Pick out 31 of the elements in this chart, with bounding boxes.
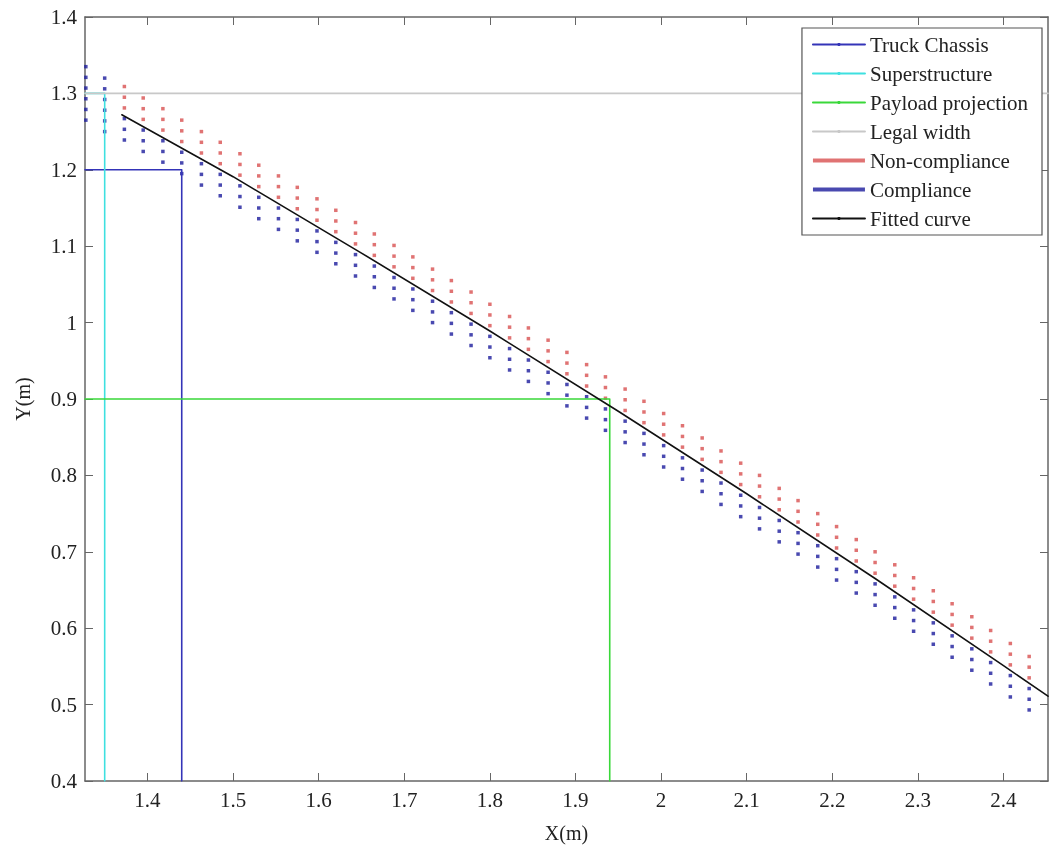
x-tick-label: 1.7	[391, 787, 418, 812]
y-tick-label: 0.9	[50, 387, 77, 411]
legend-label: Fitted curve	[869, 206, 971, 231]
x-tick-label: 1.6	[305, 787, 332, 812]
legend-label: Legal width	[869, 119, 972, 144]
x-tick-label: 1.8	[476, 787, 504, 812]
y-tick-label: 1.3	[50, 81, 77, 106]
y-tick-label: 0.6	[50, 616, 77, 641]
y-tick-label: 0.4	[50, 769, 78, 793]
y-tick-label: 1	[66, 310, 77, 335]
y-tick-label: 1.1	[50, 234, 77, 259]
x-tick-label: 2.1	[733, 787, 760, 812]
x-tick-label: 1.5	[219, 787, 247, 812]
legend-label: Compliance	[869, 177, 972, 202]
x-tick-label: 2.3	[904, 787, 932, 812]
x-tick-label: 2.2	[819, 787, 846, 812]
x-tick-label: 1.4	[134, 787, 162, 812]
y-tick-label: 0.5	[50, 692, 77, 717]
y-tick-label: 1.2	[50, 157, 77, 182]
legend-label: Truck Chassis	[869, 32, 989, 57]
y-axis-title: Y(m)	[12, 377, 35, 421]
x-tick-label: 2.4	[990, 787, 1018, 812]
x-axis-title: X(m)	[544, 822, 589, 845]
y-tick-label: 1.4	[50, 5, 78, 29]
legend-label: Superstructure	[869, 61, 993, 86]
x-tick-label: 1.9	[562, 787, 589, 812]
y-tick-label: 0.8	[50, 463, 77, 488]
legend-label: Non-compliance	[869, 148, 1010, 173]
x-tick-label: 2	[655, 787, 667, 812]
legend-label: Payload projection	[869, 90, 1029, 115]
y-tick-label: 0.7	[50, 539, 77, 564]
